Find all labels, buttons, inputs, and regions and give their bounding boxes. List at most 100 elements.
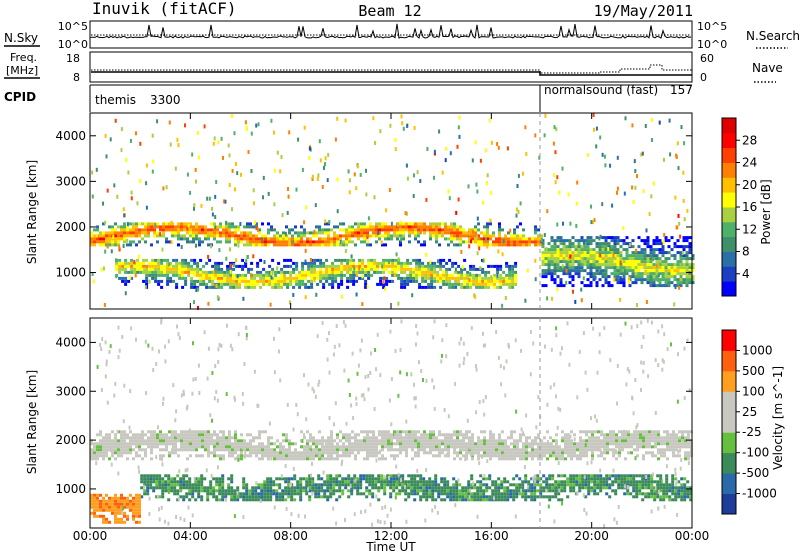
data-cell xyxy=(220,276,224,280)
data-cell xyxy=(640,281,644,285)
data-cell xyxy=(642,430,645,434)
data-cell xyxy=(517,209,520,214)
data-cell xyxy=(633,448,636,452)
data-cell xyxy=(522,457,525,461)
data-cell xyxy=(676,272,680,276)
data-cell xyxy=(142,261,146,265)
data-cell xyxy=(267,237,270,241)
data-cell xyxy=(304,282,308,286)
data-cell xyxy=(220,261,224,265)
data-cell xyxy=(331,261,335,265)
data-cell xyxy=(342,451,345,455)
data-cell xyxy=(480,240,483,244)
data-cell xyxy=(372,451,375,455)
data-cell xyxy=(307,270,311,274)
data-cell xyxy=(534,258,537,263)
data-cell xyxy=(412,273,416,277)
data-cell xyxy=(624,457,627,461)
data-cell xyxy=(369,243,372,247)
data-cell xyxy=(637,269,641,273)
data-cell xyxy=(182,498,186,502)
data-cell xyxy=(228,436,231,440)
data-cell xyxy=(225,439,228,443)
data-cell xyxy=(544,284,548,288)
data-cell xyxy=(565,280,568,285)
data-cell xyxy=(632,200,635,204)
data-cell xyxy=(287,486,291,490)
data-cell xyxy=(138,433,141,437)
data-cell xyxy=(221,495,225,499)
data-cell xyxy=(621,442,624,446)
data-cell xyxy=(226,264,230,268)
data-cell xyxy=(308,486,312,490)
data-cell xyxy=(317,483,321,487)
data-cell xyxy=(196,267,200,271)
data-cell xyxy=(333,225,336,229)
data-cell xyxy=(645,433,648,437)
data-cell xyxy=(419,474,423,478)
data-cell xyxy=(104,133,107,138)
data-cell xyxy=(544,257,548,261)
data-cell xyxy=(672,445,675,449)
data-cell xyxy=(636,448,639,452)
data-cell xyxy=(597,430,600,434)
data-cell xyxy=(652,181,655,186)
data-cell xyxy=(216,231,219,235)
data-cell xyxy=(445,273,449,277)
data-cell xyxy=(235,258,238,263)
data-cell xyxy=(517,173,520,178)
data-cell xyxy=(408,231,411,235)
data-cell xyxy=(308,498,312,502)
data-cell xyxy=(186,172,189,177)
data-cell xyxy=(340,282,344,286)
data-cell xyxy=(207,433,210,437)
data-cell xyxy=(579,457,582,461)
data-cell xyxy=(577,275,581,279)
data-cell xyxy=(417,234,420,238)
data-cell xyxy=(126,442,129,446)
data-cell xyxy=(505,282,509,286)
data-cell xyxy=(330,457,333,461)
data-cell xyxy=(386,483,390,487)
data-cell xyxy=(130,138,132,143)
data-cell xyxy=(452,477,456,481)
data-cell xyxy=(166,261,170,265)
data-cell xyxy=(240,237,243,241)
data-cell xyxy=(479,266,482,271)
data-cell xyxy=(204,225,207,229)
data-cell xyxy=(467,498,471,502)
data-cell xyxy=(490,264,494,268)
data-cell xyxy=(175,258,179,262)
data-cell xyxy=(249,234,252,238)
data-cell xyxy=(147,445,150,449)
data-cell xyxy=(613,242,617,246)
data-cell xyxy=(273,234,276,238)
data-cell xyxy=(515,213,518,218)
data-cell xyxy=(688,251,692,255)
data-cell xyxy=(317,495,321,499)
data-cell xyxy=(289,258,293,262)
data-cell xyxy=(343,264,347,268)
data-cell xyxy=(416,486,420,490)
data-cell xyxy=(417,240,420,244)
data-cell xyxy=(448,282,452,286)
data-cell xyxy=(209,492,213,496)
data-cell xyxy=(285,436,288,440)
data-cell xyxy=(607,266,611,270)
data-cell xyxy=(462,454,465,458)
data-cell xyxy=(381,243,384,247)
data-cell xyxy=(586,245,590,249)
data-cell xyxy=(236,495,240,499)
data-cell xyxy=(282,240,285,244)
data-cell xyxy=(465,454,468,458)
data-cell xyxy=(171,234,174,238)
data-cell xyxy=(96,457,99,461)
data-cell xyxy=(570,442,573,446)
data-cell xyxy=(482,492,486,496)
data-cell xyxy=(169,279,173,283)
data-cell xyxy=(448,258,452,262)
data-cell xyxy=(394,258,398,262)
data-cell xyxy=(652,278,656,282)
data-cell xyxy=(414,439,417,443)
data-cell xyxy=(218,492,222,496)
